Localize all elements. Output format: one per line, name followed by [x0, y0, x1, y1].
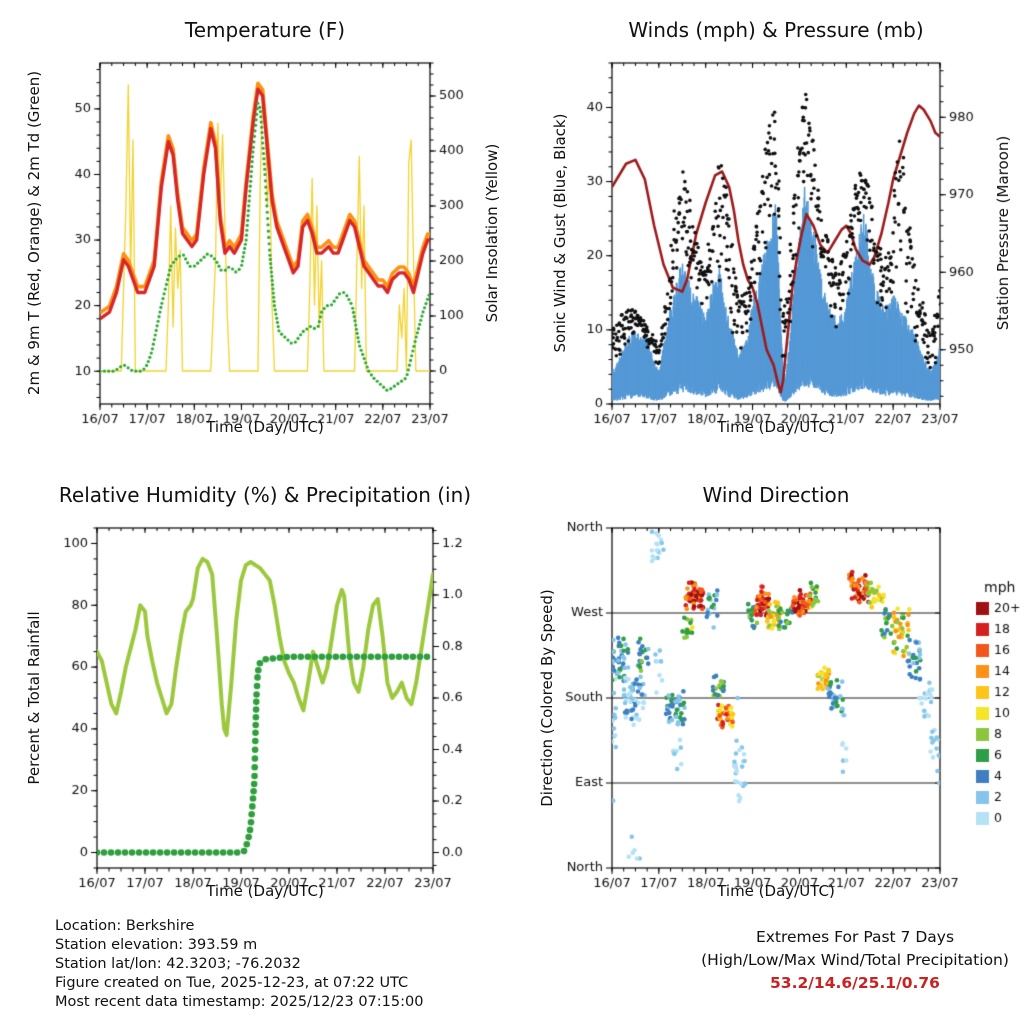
temperature-x-axis-label: Time (Day/UTC) [206, 418, 324, 436]
station-latlon-text: Station lat/lon: 42.3203; -76.2032 [55, 956, 301, 972]
recent-timestamp-text: Most recent data timestamp: 2025/12/23 0… [55, 994, 424, 1010]
station-location-text: Location: Berkshire [55, 918, 195, 934]
extremes-values: 53.2/14.6/25.1/0.76 [770, 974, 940, 992]
direction-y-axis-label: Direction (Colored By Speed) [538, 589, 556, 807]
wind-direction-panel-title: Wind Direction [702, 483, 850, 507]
temperature-panel-title: Temperature (F) [184, 18, 346, 42]
humidity-precip-panel-title: Relative Humidity (%) & Precipitation (i… [58, 483, 472, 507]
station-elevation-text: Station elevation: 393.59 m [55, 937, 258, 953]
wind-gust-y-axis-label: Sonic Wind & Gust (Blue, Black) [551, 113, 569, 353]
solar-insolation-y-axis-label: Solar Insolation (Yellow) [483, 143, 501, 323]
winds-pressure-panel-title: Winds (mph) & Pressure (mb) [628, 18, 924, 42]
extremes-title: Extremes For Past 7 Days [755, 928, 955, 946]
station-pressure-y-axis-label: Station Pressure (Maroon) [994, 135, 1012, 331]
humidity-x-axis-label: Time (Day/UTC) [206, 882, 324, 900]
figure-created-text: Figure created on Tue, 2025-12-23, at 07… [55, 975, 409, 991]
temperature-y-axis-label: 2m & 9m T (Red, Orange) & 2m Td (Green) [25, 70, 43, 396]
wind-direction-x-axis-label: Time (Day/UTC) [717, 882, 835, 900]
extremes-subtitle: (High/Low/Max Wind/Total Precipitation) [701, 951, 1009, 969]
percent-rainfall-y-axis-label: Percent & Total Rainfall [25, 611, 43, 785]
winds-x-axis-label: Time (Day/UTC) [717, 418, 835, 436]
